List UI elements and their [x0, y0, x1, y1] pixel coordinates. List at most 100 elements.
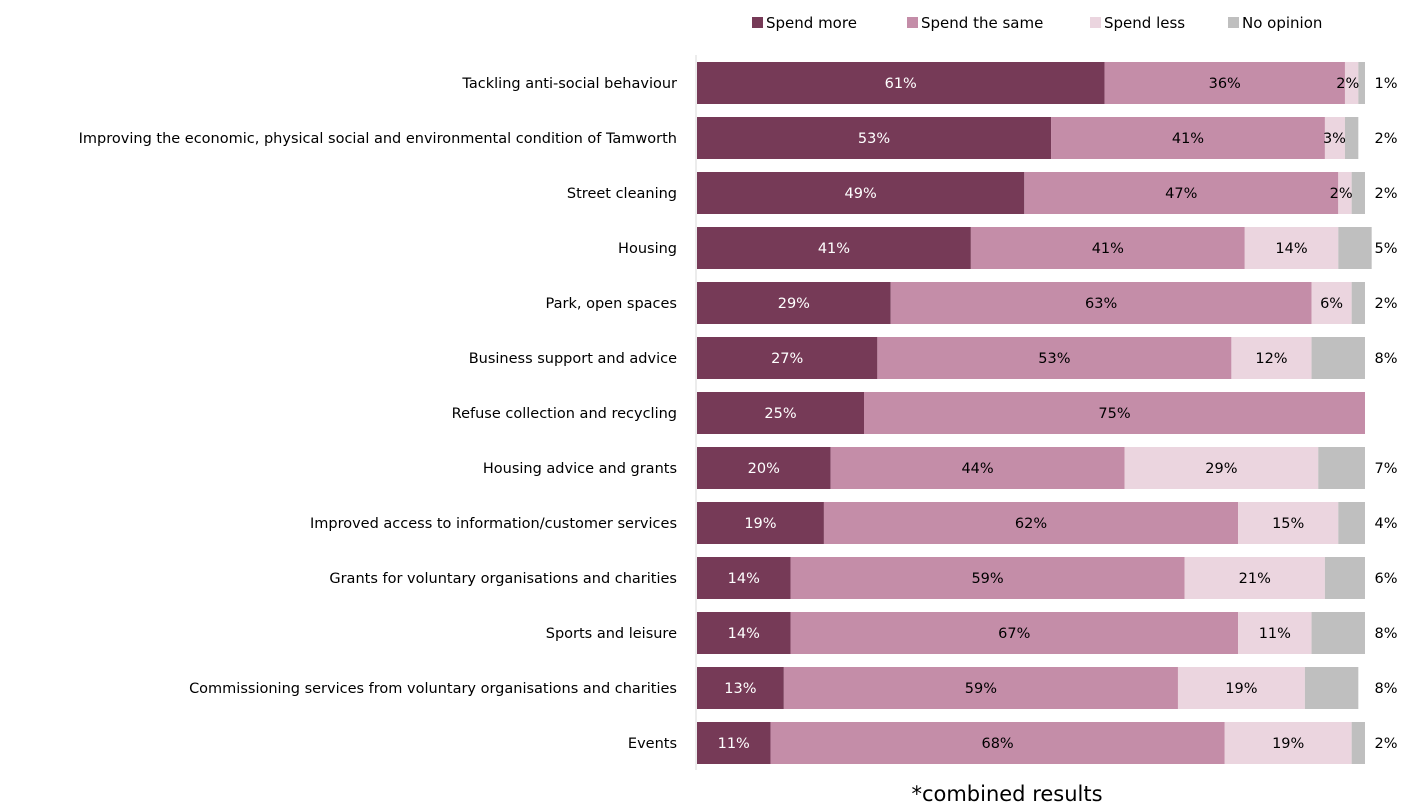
- data-label-spend-the-same: 68%: [981, 736, 1013, 752]
- category-labels: Tackling anti-social behaviour Improving …: [79, 76, 677, 752]
- bar-no-opinion: [1304, 667, 1359, 709]
- data-label-spend-more: 14%: [728, 626, 760, 642]
- data-labels: 61% 36% 2% 1% 53% 41% 3% 2% 49% 47% 2% 2% 41% 41% 14% 5…: [718, 76, 1398, 752]
- data-label-spend-the-same: 59%: [971, 571, 1003, 587]
- bar-spend-more: [697, 172, 1025, 214]
- bar-spend-the-same: [770, 722, 1225, 764]
- data-label-no-opinion: 2%: [1374, 296, 1397, 312]
- category-label: Business support and advice: [469, 351, 677, 367]
- legend-label-no-opinion: No opinion: [1242, 14, 1322, 32]
- bar-spend-less: [1311, 282, 1352, 324]
- bar-spend-more: [697, 667, 784, 709]
- data-label-spend-more: 25%: [764, 406, 796, 422]
- data-label-spend-the-same: 67%: [998, 626, 1030, 642]
- bar-spend-less: [1231, 337, 1312, 379]
- category-label: Housing: [618, 241, 677, 257]
- bar-spend-the-same: [890, 282, 1312, 324]
- bar-spend-less: [1224, 722, 1352, 764]
- bar-spend-less: [1124, 447, 1319, 489]
- bar-spend-more: [697, 117, 1052, 159]
- category-label: Tackling anti-social behaviour: [461, 76, 677, 92]
- bar-spend-more: [697, 337, 878, 379]
- data-label-no-opinion: 8%: [1374, 681, 1397, 697]
- bar-spend-more: [697, 392, 864, 434]
- bars: [697, 62, 1372, 764]
- category-label: Street cleaning: [567, 186, 677, 202]
- bar-spend-less: [1324, 117, 1345, 159]
- data-label-no-opinion: 1%: [1374, 76, 1397, 92]
- data-label-no-opinion: 4%: [1374, 516, 1397, 532]
- data-label-no-opinion: 8%: [1374, 351, 1397, 367]
- bar-spend-less: [1244, 227, 1339, 269]
- bar-no-opinion: [1358, 62, 1365, 104]
- category-label: Park, open spaces: [546, 296, 677, 312]
- bar-no-opinion: [1351, 172, 1365, 214]
- category-label: Sports and leisure: [546, 626, 677, 642]
- bar-spend-more: [697, 62, 1105, 104]
- bar-spend-less: [1344, 62, 1359, 104]
- bar-spend-less: [1184, 557, 1325, 599]
- category-label: Improved access to information/customer …: [310, 516, 677, 532]
- bar-spend-the-same: [864, 392, 1365, 434]
- data-label-spend-more: 20%: [748, 461, 780, 477]
- data-label-spend-less: 12%: [1255, 351, 1287, 367]
- bar-no-opinion: [1338, 502, 1365, 544]
- bar-no-opinion: [1351, 282, 1365, 324]
- bar-no-opinion: [1338, 227, 1372, 269]
- bar-spend-the-same: [790, 612, 1239, 654]
- data-label-spend-more: 14%: [728, 571, 760, 587]
- bar-spend-the-same: [823, 502, 1239, 544]
- bar-no-opinion: [1351, 722, 1365, 764]
- data-label-spend-more: 11%: [718, 736, 750, 752]
- data-label-spend-less: 2%: [1330, 186, 1353, 202]
- bar-spend-the-same: [790, 557, 1185, 599]
- data-label-spend-the-same: 75%: [1098, 406, 1130, 422]
- data-label-spend-less: 6%: [1320, 296, 1343, 312]
- bar-spend-more: [697, 557, 791, 599]
- data-label-spend-more: 19%: [744, 516, 776, 532]
- data-label-spend-the-same: 41%: [1172, 131, 1204, 147]
- data-label-spend-more: 53%: [858, 131, 890, 147]
- data-label-no-opinion: 2%: [1374, 736, 1397, 752]
- data-label-spend-the-same: 62%: [1015, 516, 1047, 532]
- bar-spend-the-same: [1024, 172, 1339, 214]
- data-label-spend-the-same: 41%: [1092, 241, 1124, 257]
- bar-no-opinion: [1318, 447, 1365, 489]
- bar-spend-the-same: [877, 337, 1232, 379]
- data-label-spend-the-same: 53%: [1038, 351, 1070, 367]
- data-label-spend-less: 15%: [1272, 516, 1304, 532]
- footnote: *combined results: [911, 782, 1102, 806]
- data-label-spend-less: 21%: [1239, 571, 1271, 587]
- bar-spend-less: [1177, 667, 1305, 709]
- category-label: Housing advice and grants: [483, 461, 677, 477]
- category-label: Improving the economic, physical social …: [79, 131, 677, 147]
- data-label-spend-less: 14%: [1275, 241, 1307, 257]
- bar-spend-the-same: [1104, 62, 1345, 104]
- legend-label-spend-less: Spend less: [1104, 14, 1185, 32]
- legend-label-spend-the-same: Spend the same: [921, 14, 1043, 32]
- category-label: Grants for voluntary organisations and c…: [329, 571, 677, 587]
- bar-no-opinion: [1344, 117, 1359, 159]
- data-label-no-opinion: 2%: [1374, 186, 1397, 202]
- data-label-no-opinion: 6%: [1374, 571, 1397, 587]
- legend-swatch-no-opinion: [1228, 17, 1239, 28]
- category-label: Events: [628, 736, 677, 752]
- bar-spend-more: [697, 502, 824, 544]
- category-label: Commissioning services from voluntary or…: [189, 681, 677, 697]
- bar-spend-more: [697, 282, 891, 324]
- legend-swatch-spend-the-same: [907, 17, 918, 28]
- bar-spend-less: [1238, 502, 1339, 544]
- data-label-no-opinion: 5%: [1374, 241, 1397, 257]
- bar-no-opinion: [1324, 557, 1365, 599]
- bar-spend-more: [697, 612, 791, 654]
- bar-spend-the-same: [970, 227, 1245, 269]
- data-label-spend-more: 61%: [885, 76, 917, 92]
- bar-no-opinion: [1311, 612, 1365, 654]
- data-label-spend-more: 27%: [771, 351, 803, 367]
- bar-spend-more: [697, 227, 971, 269]
- data-label-spend-more: 49%: [845, 186, 877, 202]
- category-label: Refuse collection and recycling: [452, 406, 677, 422]
- bar-spend-more: [697, 447, 831, 489]
- data-label-spend-the-same: 47%: [1165, 186, 1197, 202]
